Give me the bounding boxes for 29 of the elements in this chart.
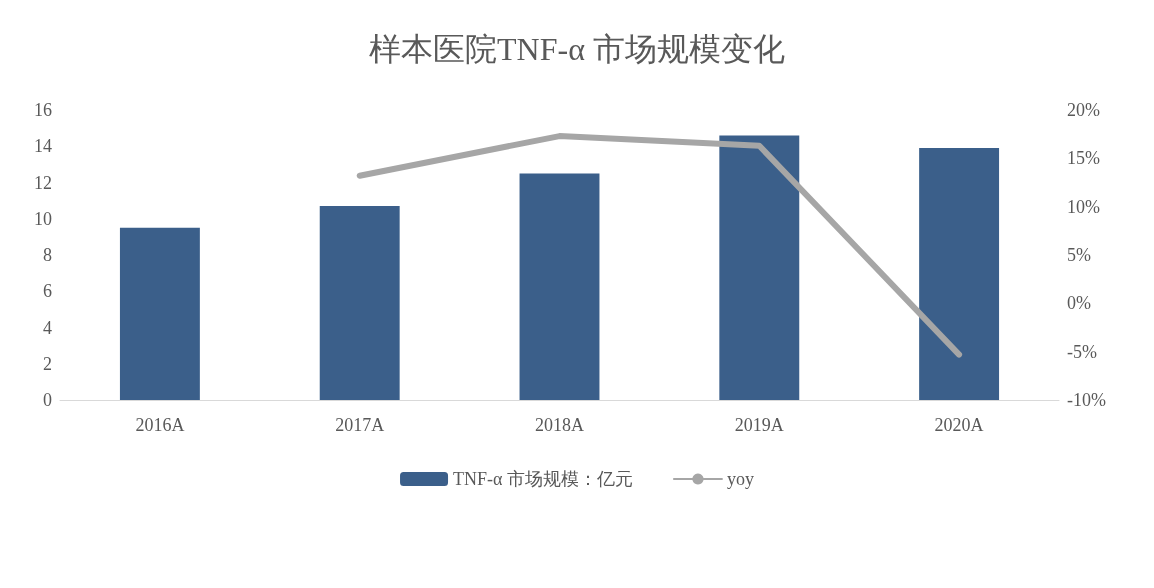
y2-tick-label: 0% — [1067, 293, 1091, 314]
y-tick-label: 0 — [43, 390, 52, 410]
x-tick-label: 2016A — [135, 415, 185, 435]
y2-tick-label: -5% — [1067, 341, 1097, 362]
bar — [719, 135, 800, 400]
x-tick-label: 2018A — [535, 415, 584, 435]
x-tick-label: 2019A — [734, 415, 784, 435]
bar — [119, 227, 200, 400]
bar — [319, 206, 400, 400]
y-tick-label: 4 — [43, 317, 52, 338]
y-tick-label: 2 — [43, 353, 52, 374]
x-tick-label: 2017A — [335, 415, 385, 435]
bar — [919, 148, 1000, 400]
y-tick-label: 10 — [34, 208, 52, 229]
y2-tick-label: 5% — [1067, 245, 1091, 265]
y2-tick-label: 15% — [1067, 148, 1100, 169]
x-tick-label: 2020A — [934, 415, 984, 435]
y2-tick-label: 20% — [1067, 100, 1100, 120]
y-tick-label: 16 — [34, 100, 52, 120]
legend-label: TNF-α 市场规模：亿元 — [453, 469, 633, 489]
y-tick-label: 6 — [43, 281, 52, 302]
y-tick-label: 8 — [43, 245, 52, 265]
chart-title: 样本医院TNF-α 市场规模变化 — [369, 31, 785, 67]
y2-tick-label: -10% — [1067, 390, 1106, 410]
y-tick-label: 12 — [34, 172, 52, 193]
legend-label: yoy — [726, 469, 754, 489]
bar — [519, 173, 600, 400]
y-tick-label: 14 — [34, 136, 52, 157]
y2-tick-label: 10% — [1067, 196, 1100, 217]
